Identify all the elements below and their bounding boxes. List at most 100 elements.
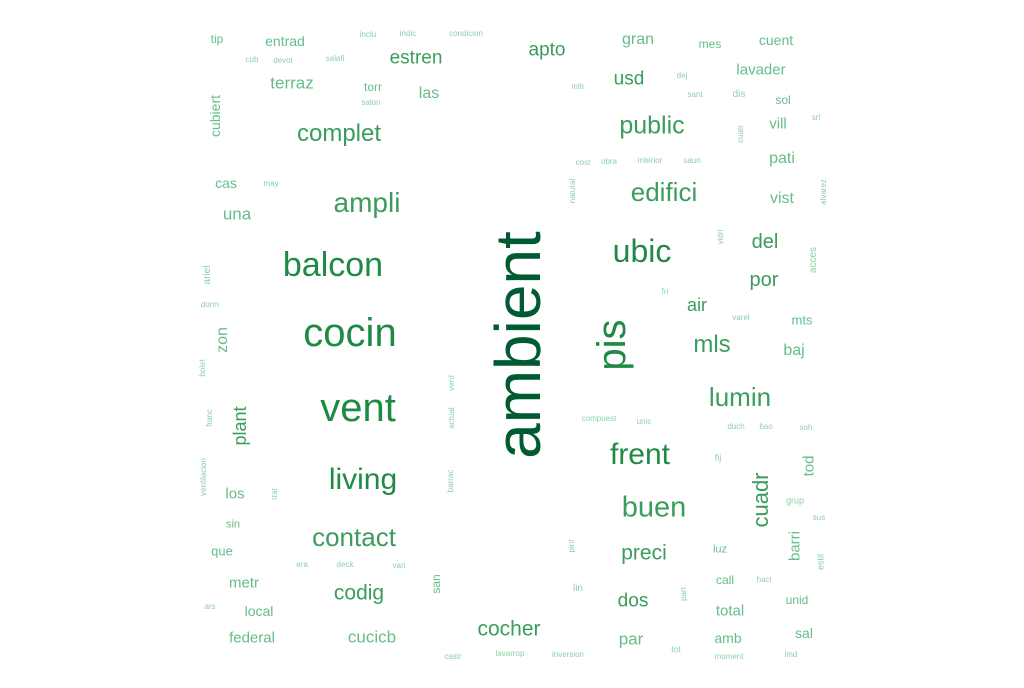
word-bao: bao	[759, 422, 773, 431]
word-living: living	[328, 463, 398, 496]
word-par: par	[618, 629, 644, 649]
word-los: los	[225, 485, 245, 503]
word-dis: dis	[732, 89, 746, 100]
word-las: las	[418, 85, 440, 102]
word-amb: amb	[714, 630, 742, 646]
word-gran: gran	[621, 31, 655, 48]
word-salon: salon	[361, 98, 381, 107]
word-una: una	[222, 204, 252, 224]
word-vari: vari	[392, 561, 406, 570]
word-entrad: entrad	[265, 33, 305, 49]
word-frent: frent	[609, 438, 671, 471]
word-lind: lind	[784, 650, 798, 659]
word-apto: apto	[528, 39, 566, 61]
word-cub: cub	[245, 55, 259, 64]
word-cuent: cuent	[758, 32, 794, 48]
word-cubiert: cubiert	[207, 94, 223, 138]
word-salafi: salafi	[325, 54, 345, 63]
word-fri: fri	[661, 287, 669, 296]
word-estil: estil	[815, 553, 826, 571]
word-contact: contact	[312, 522, 396, 552]
word-edifici: edifici	[630, 177, 698, 207]
word-cuadr: cuadr	[748, 472, 773, 528]
word-lavarrop: lavarrop	[495, 649, 525, 658]
word-deck: deck	[336, 560, 354, 569]
word-cas: cas	[215, 175, 237, 191]
word-era: era	[296, 560, 308, 569]
word-luz: luz	[712, 543, 728, 556]
word-por: por	[749, 269, 779, 291]
word-preci: preci	[621, 541, 667, 565]
word-soh: soh	[799, 423, 813, 432]
word-barrac: barrac	[446, 469, 455, 493]
word-bolet: bolet	[198, 359, 207, 377]
word-saun: saun	[683, 156, 701, 165]
word-actual: actual	[447, 407, 456, 429]
word-lavader: lavader	[736, 61, 786, 79]
word-ars: ars	[204, 602, 216, 611]
word-cuatr: cuatr	[736, 125, 745, 143]
word-duch: duch	[727, 422, 745, 431]
word-public: public	[619, 111, 685, 140]
word-del: del	[751, 231, 779, 253]
word-unic: unic	[636, 417, 652, 426]
word-compuest: compuest	[581, 414, 617, 423]
word-mes: mes	[698, 37, 722, 51]
word-san: san	[429, 574, 443, 594]
word-air: air	[686, 295, 708, 315]
word-mls: mls	[693, 331, 731, 358]
word-metr: metr	[229, 574, 259, 592]
word-balcon: balcon	[282, 246, 384, 284]
word-cost: cost	[575, 158, 591, 167]
word-torr: torr	[364, 80, 382, 94]
word-codig: codig	[333, 581, 385, 605]
word-inclu: inclu	[359, 30, 377, 39]
word-cocin: cocin	[303, 311, 397, 355]
word-castr: castr	[444, 652, 462, 661]
word-ventilacion: ventilacion	[199, 458, 208, 496]
word-dorm: dorm	[200, 300, 220, 309]
word-part: part	[679, 587, 688, 601]
word-ariel: ariel	[202, 265, 213, 285]
word-ubic: ubic	[612, 233, 672, 269]
word-zon: zon	[214, 327, 231, 353]
word-condicion: condicion	[449, 29, 483, 38]
word-varel: varel	[732, 313, 750, 322]
word-local: local	[244, 603, 274, 619]
word-may: may	[263, 179, 279, 188]
word-sant: sant	[687, 90, 703, 99]
word-vent: vent	[320, 386, 396, 430]
word-obra: obra	[600, 157, 618, 166]
word-sin: sin	[225, 518, 241, 531]
word-mitr: mitr	[571, 82, 585, 91]
word-pint: pint	[567, 539, 576, 553]
word-total: total	[715, 602, 745, 620]
word-barri: barri	[786, 530, 804, 562]
word-tip: tip	[210, 32, 224, 46]
word-fij: fij	[714, 452, 722, 463]
word-buen: buen	[621, 491, 687, 524]
word-haci: haci	[756, 575, 772, 584]
word-pati: pati	[769, 150, 795, 167]
word-dej: dej	[676, 71, 688, 80]
word-srl: srl	[811, 113, 821, 122]
word-indic: indic	[399, 29, 417, 38]
word-sal: sal	[795, 625, 813, 641]
word-ampli: ampli	[333, 187, 401, 218]
word-vist: vist	[770, 190, 794, 207]
word-pis: pis	[590, 319, 634, 371]
word-interior: interior	[637, 156, 663, 165]
word-acces: acces	[808, 246, 819, 274]
word-sol: sol	[775, 93, 791, 107]
word-sus: sus	[812, 513, 826, 522]
word-complet: complet	[296, 120, 382, 147]
word-inversion: inversion	[551, 650, 585, 659]
word-call: call	[715, 573, 735, 587]
word-lumin: lumin	[708, 382, 772, 412]
word-dos: dos	[617, 590, 649, 612]
word-vill: vill	[769, 115, 787, 133]
word-que: que	[211, 543, 233, 559]
word-unid: unid	[785, 593, 809, 607]
word-estren: estren	[389, 47, 443, 69]
